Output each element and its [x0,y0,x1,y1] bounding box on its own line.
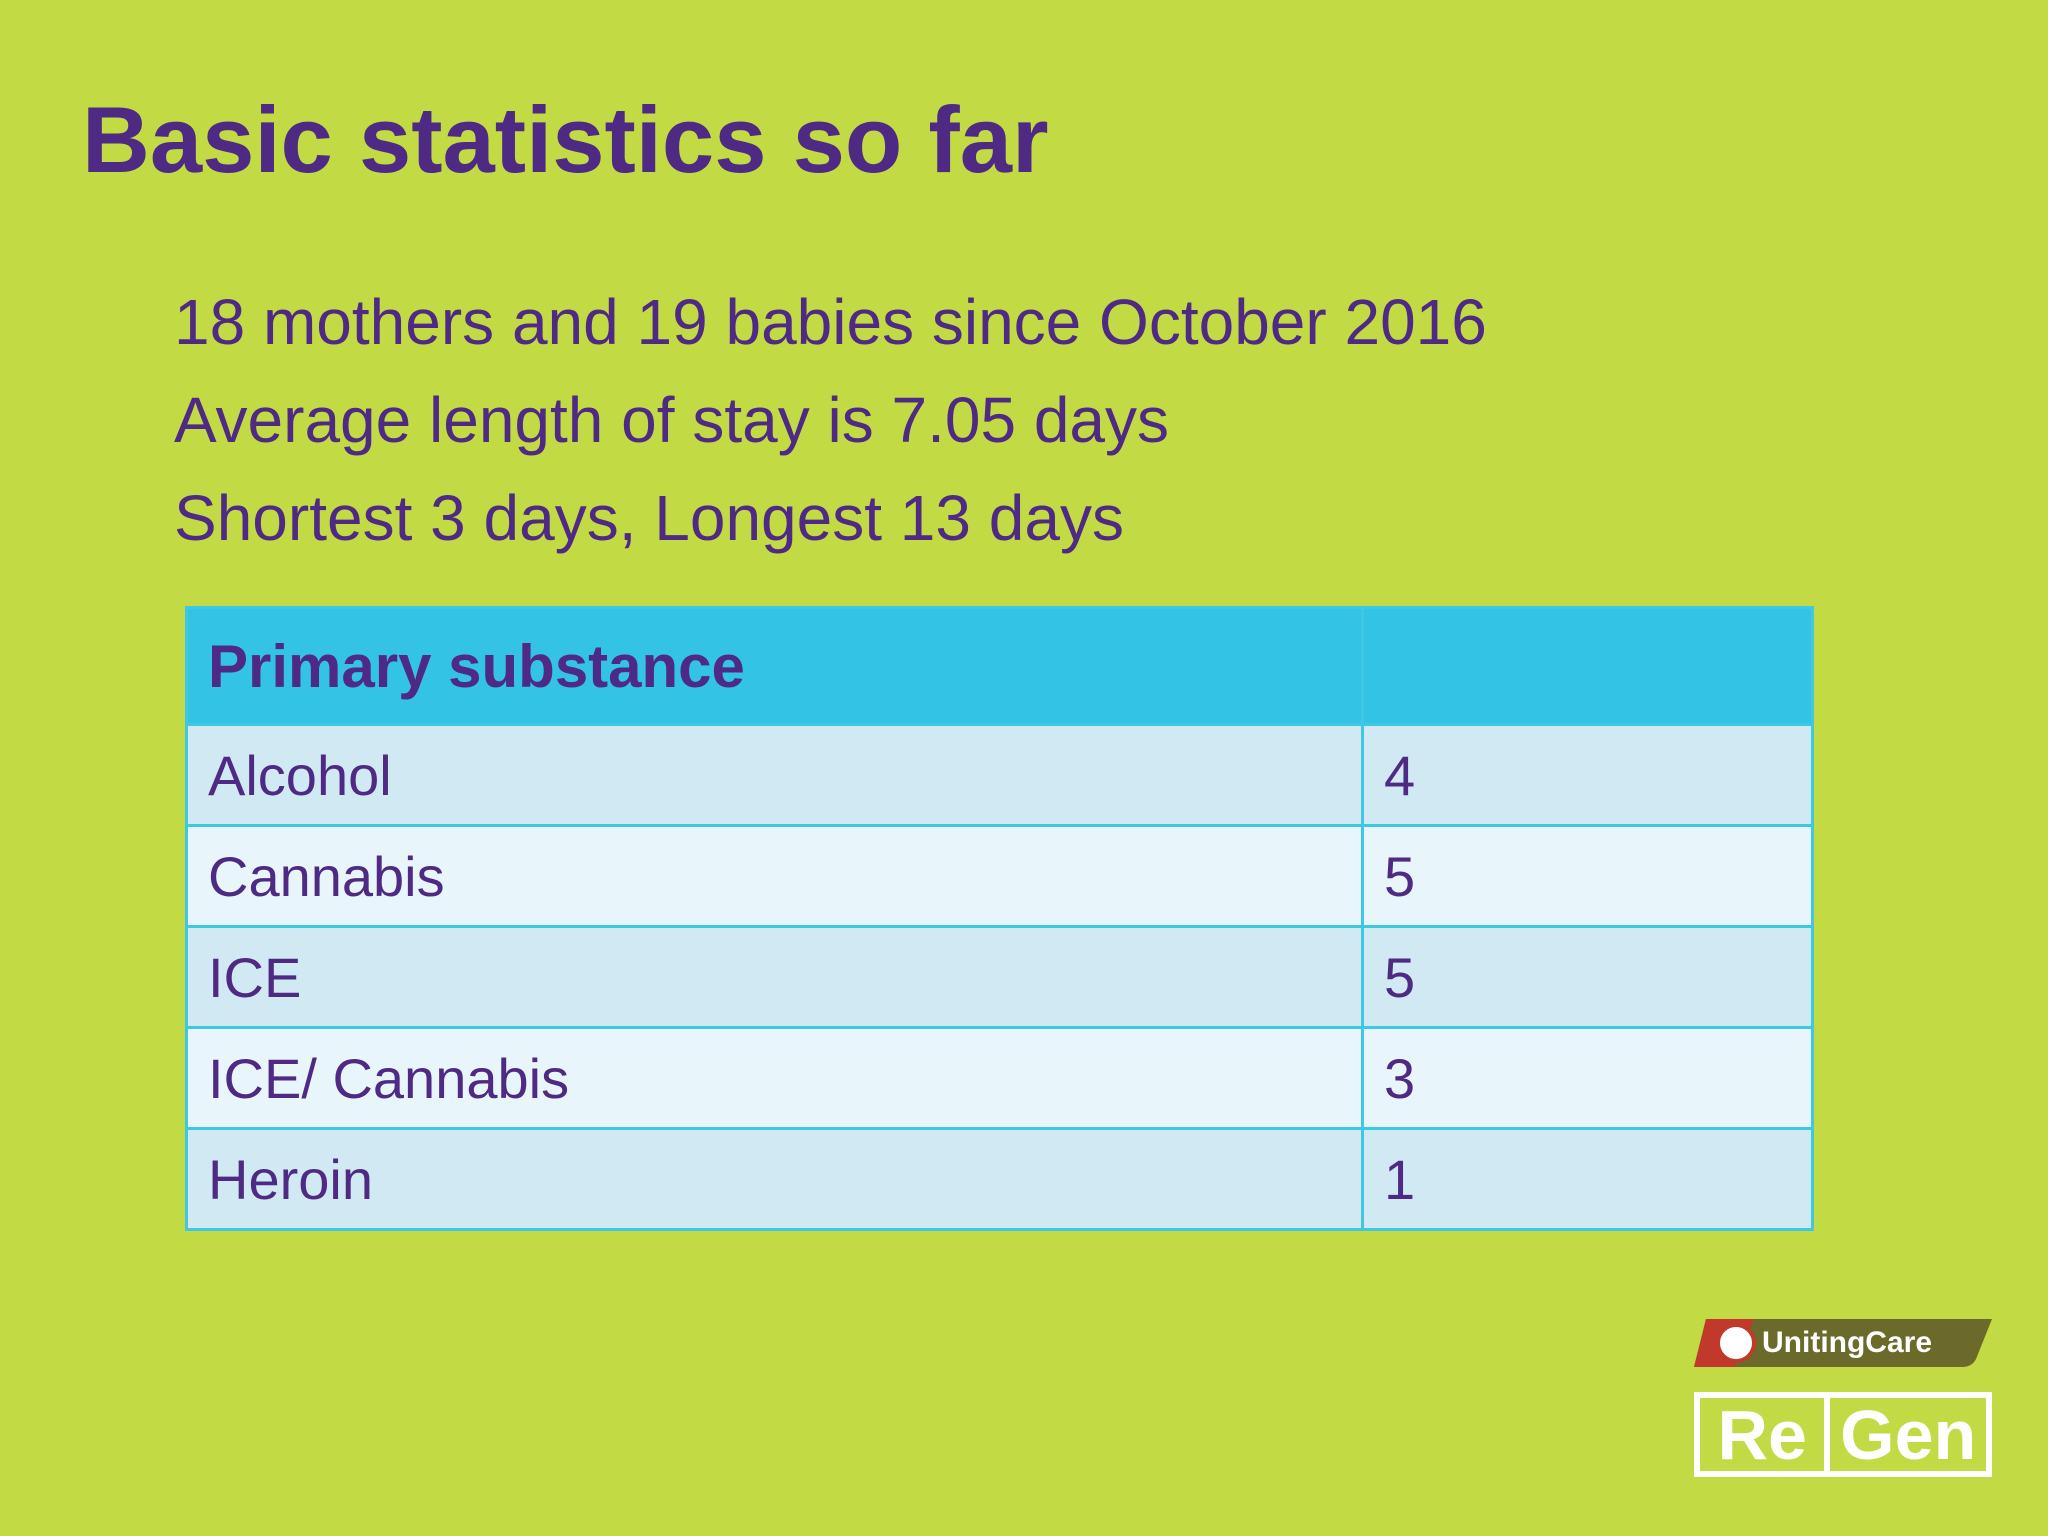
bullet: 18 mothers and 19 babies since October 2… [174,286,1487,358]
table-row: Alcohol 4 [185,723,1814,827]
logo-emblem [1716,1323,1756,1363]
logo-gen: Gen [1830,1396,1986,1474]
substance-cell: ICE/ Cannabis [185,1026,1364,1130]
count-cell: 4 [1361,723,1814,827]
substance-table: Primary substance Alcohol 4 Cannabis 5 ICE 5 I… [185,606,1814,1231]
logo-banner [1694,1319,1992,1367]
header-cell: Primary substance [185,606,1364,726]
logo-text: UnitingCare [1762,1326,1932,1359]
substance-cell: Heroin [185,1127,1364,1231]
table-row: ICE 5 [185,925,1814,1029]
logo-re: Re [1700,1396,1825,1474]
count-cell: 3 [1361,1026,1814,1130]
count-cell: 1 [1361,1127,1814,1231]
regen-logo: Re Gen ® [1694,1392,1992,1477]
slide-title: Basic statistics so far [82,87,1049,192]
table-row: Cannabis 5 [185,824,1814,928]
table-body: Alcohol 4 Cannabis 5 ICE 5 ICE/ Cannabis 3 Heroi… [185,723,1814,1231]
bullet-list: 18 mothers and 19 babies since October 2… [174,282,1487,576]
substance-cell: ICE [185,925,1364,1029]
unitingcare-logo: UnitingCare [1694,1319,1992,1367]
count-cell: 5 [1361,824,1814,928]
table-row: Heroin 1 [185,1127,1814,1231]
header-row: Primary substance [185,606,1814,726]
bullet: Shortest 3 days, Longest 13 days [174,482,1124,554]
substance-cell: Cannabis [185,824,1364,928]
logo-mark: ® [1975,1396,1986,1412]
bullet: Average length of stay is 7.05 days [174,384,1169,456]
substance-cell: Alcohol [185,723,1364,827]
header-cell [1361,606,1814,726]
table-row: ICE/ Cannabis 3 [185,1026,1814,1130]
count-cell: 5 [1361,925,1814,1029]
